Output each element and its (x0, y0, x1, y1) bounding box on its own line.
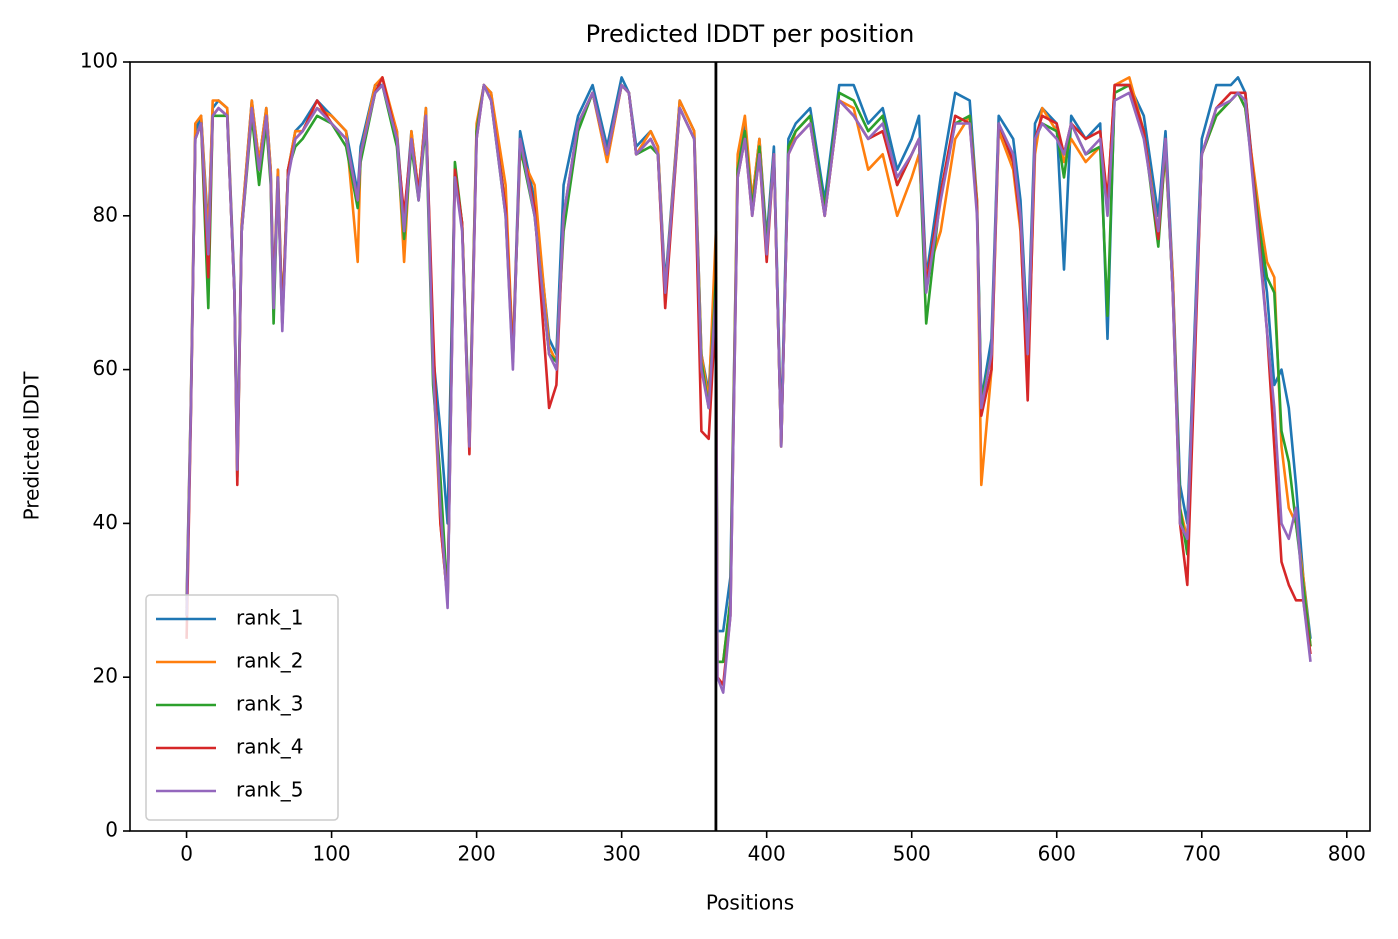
x-tick-label: 500 (893, 842, 931, 866)
y-tick-label: 80 (93, 202, 118, 226)
plot-frame (129, 61, 1371, 832)
legend-box (145, 594, 339, 821)
y-tick-label: 40 (93, 510, 118, 534)
legend-label: rank_2 (236, 649, 303, 673)
x-tick-label: 400 (748, 842, 786, 866)
x-tick-label: 0 (180, 842, 193, 866)
y-tick-label: 0 (105, 818, 118, 842)
x-tick-label: 600 (1038, 842, 1076, 866)
y-axis-label: Predicted lDDT (20, 371, 44, 521)
x-tick-label: 200 (458, 842, 496, 866)
legend-label: rank_1 (236, 606, 303, 630)
x-tick-label: 800 (1328, 842, 1366, 866)
y-tick-label: 20 (93, 664, 118, 688)
x-axis-label: Positions (706, 891, 794, 915)
x-tick-label: 700 (1183, 842, 1221, 866)
x-tick-label: 300 (603, 842, 641, 866)
y-tick-label: 100 (80, 49, 118, 73)
x-tick-label: 100 (312, 842, 350, 866)
legend-label: rank_3 (236, 692, 303, 716)
series-line (185, 83, 1312, 694)
y-tick-label: 60 (93, 356, 118, 380)
legend-label: rank_4 (236, 735, 303, 759)
legend-label: rank_5 (236, 778, 303, 802)
chart-title: Predicted lDDT per position (586, 20, 915, 48)
